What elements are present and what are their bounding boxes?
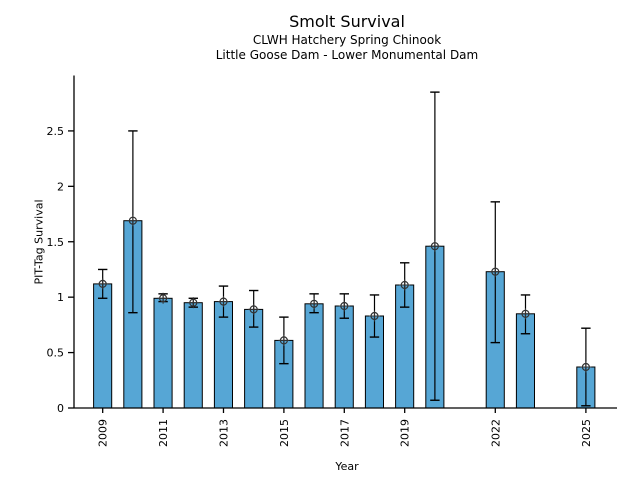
bar-2016 [304, 303, 324, 409]
marker-circle-2017 [340, 301, 349, 311]
y-tick-label-2: 2 [57, 180, 64, 193]
marker-circle-2020 [430, 242, 439, 251]
x-tick-label-2013: 2013 [217, 419, 230, 447]
marker-circle-2013 [219, 297, 228, 306]
x-tick-label-2022: 2022 [489, 419, 502, 447]
marker-circle-2014 [249, 305, 258, 314]
marker-circle-2015 [279, 336, 288, 345]
chart-subtitle-species: CLWH Hatchery Spring Chinook [252, 33, 442, 47]
bar-2009 [93, 283, 113, 409]
y-tick-label-0.5: 0.5 [47, 347, 65, 360]
y-tick-label-2.5: 2.5 [47, 125, 65, 138]
marker-circle-2016 [309, 299, 319, 308]
y-axis-label: PIT-Tag Survival [32, 199, 46, 285]
marker-circle-2023 [521, 309, 530, 318]
chart-subtitle-reach: Little Goose Dam - Lower Monumental Dam [215, 48, 479, 62]
bar-2011 [153, 297, 173, 409]
x-tick-label-2019: 2019 [399, 419, 412, 447]
y-tick-label-0: 0 [57, 402, 64, 415]
bar-2017 [334, 305, 354, 409]
x-axis-label: Year [335, 460, 359, 473]
marker-circle-2011 [158, 294, 168, 303]
x-tick-label-2017: 2017 [338, 419, 351, 447]
bar-2012 [183, 302, 203, 409]
marker-circle-2012 [189, 298, 198, 307]
marker-circle-2022 [491, 267, 500, 276]
chart-title: Smolt Survival [289, 12, 405, 31]
x-tick-label-2025: 2025 [580, 419, 593, 447]
x-tick-label-2011: 2011 [157, 419, 170, 447]
y-tick-label-1.5: 1.5 [47, 236, 65, 249]
x-tick-label-2009: 2009 [97, 419, 110, 447]
x-tick-label-2015: 2015 [278, 419, 291, 447]
y-tick-label-1: 1 [57, 291, 64, 304]
marker-circle-2018 [370, 311, 379, 321]
marker-circle-2009 [98, 279, 107, 288]
marker-circle-2025 [581, 362, 590, 372]
marker-circle-2019 [400, 280, 409, 290]
marker-circle-2010 [128, 216, 137, 225]
